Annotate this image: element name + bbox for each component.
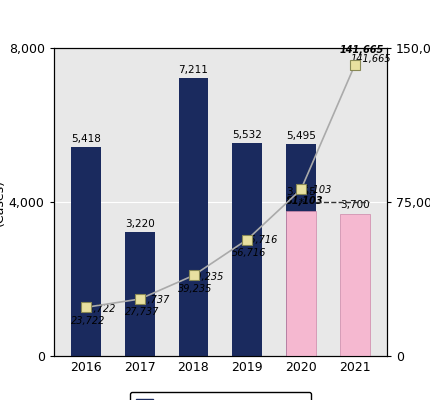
Text: 81,103: 81,103 <box>286 196 323 206</box>
Text: 7,211: 7,211 <box>178 65 209 75</box>
Bar <box>125 232 154 356</box>
Text: 5,418: 5,418 <box>71 134 101 144</box>
Text: 141,665: 141,665 <box>340 45 384 55</box>
Bar <box>286 212 316 356</box>
Text: 23,722: 23,722 <box>82 304 117 314</box>
Bar <box>71 148 101 356</box>
Text: 39,235: 39,235 <box>178 284 213 294</box>
Bar <box>179 78 208 356</box>
Text: 3,220: 3,220 <box>125 219 155 229</box>
Text: 3,755
*: 3,755 * <box>286 187 316 208</box>
Text: 5,532: 5,532 <box>232 130 262 140</box>
Text: 81,103: 81,103 <box>297 185 332 195</box>
Text: 27,737: 27,737 <box>125 307 159 317</box>
Text: 23,722: 23,722 <box>71 316 105 326</box>
Bar <box>340 214 369 356</box>
Text: 56,716: 56,716 <box>232 248 267 258</box>
Text: 141,665: 141,665 <box>351 54 392 64</box>
Text: 39,235: 39,235 <box>190 272 224 282</box>
Y-axis label: (Cases): (Cases) <box>0 178 6 226</box>
Legend: Number of inquiries, Year-to-year comparison, Average contract amount: Number of inquiries, Year-to-year compar… <box>130 392 311 400</box>
Bar <box>286 144 316 356</box>
Text: 27,737: 27,737 <box>136 295 170 305</box>
Text: 3,700: 3,700 <box>340 200 369 210</box>
Text: 5,495: 5,495 <box>286 131 316 141</box>
Text: 56,716: 56,716 <box>243 235 278 245</box>
Bar <box>233 143 262 356</box>
